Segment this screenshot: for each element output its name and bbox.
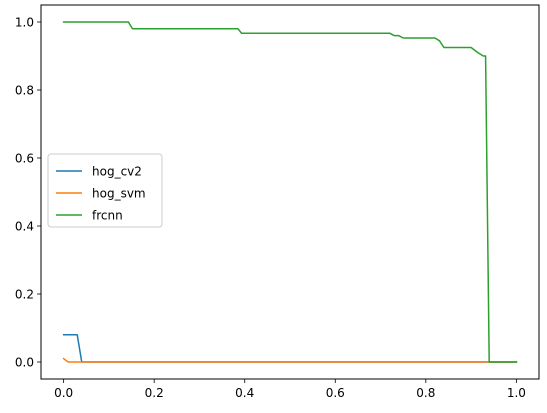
x-tick-label: 0.8: [416, 386, 435, 400]
series-line-frcnn: [62, 21, 518, 363]
series-line-hog_svm: [62, 357, 518, 363]
axes-frame: [40, 4, 540, 380]
x-tick-label: 0.2: [145, 386, 164, 400]
y-tick-label: 0.4: [15, 220, 34, 234]
x-axis: 0.0 0.2 0.4 0.6 0.8 1.0: [54, 379, 526, 400]
y-tick-label: 1.0: [15, 16, 34, 30]
y-tick-label: 0.8: [15, 84, 34, 98]
y-tick-label: 0.2: [15, 288, 34, 302]
legend-label-hog_svm: hog_svm: [92, 187, 146, 201]
y-tick-label: 0.6: [15, 152, 34, 166]
legend-box: [47, 153, 163, 228]
x-tick-label: 0.4: [235, 386, 254, 400]
legend-label-hog_cv2: hog_cv2: [92, 165, 142, 179]
y-axis: 0.0 0.2 0.4 0.6 0.8 1.0: [15, 16, 41, 370]
x-tick-label: 1.0: [507, 386, 526, 400]
x-tick-label: 0.6: [326, 386, 345, 400]
plot-area: [62, 21, 518, 363]
y-tick-label: 0.0: [15, 356, 34, 370]
x-tick-label: 0.0: [54, 386, 73, 400]
legend-label-frcnn: frcnn: [92, 209, 123, 223]
